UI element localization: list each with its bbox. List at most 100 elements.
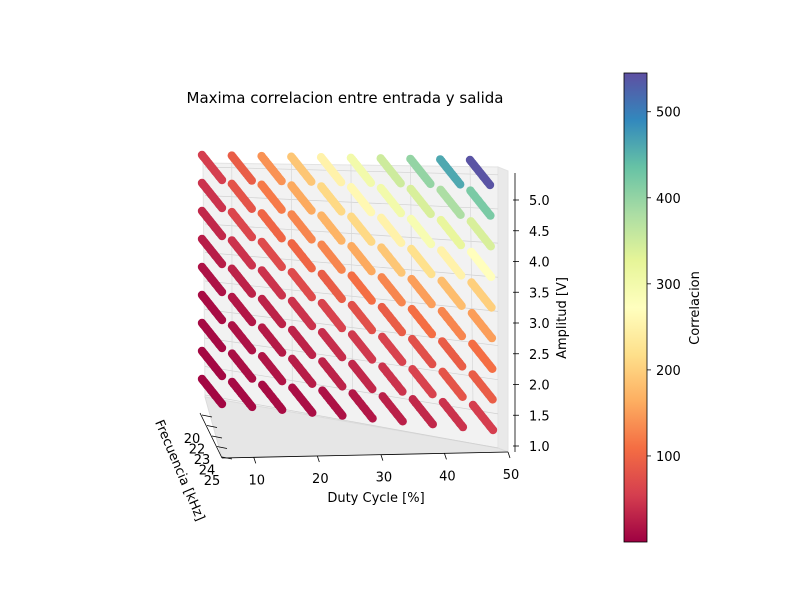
data-point bbox=[426, 239, 436, 249]
x-tick-mark bbox=[253, 457, 257, 464]
data-point bbox=[247, 289, 257, 298]
data-point bbox=[308, 408, 317, 417]
data-point bbox=[367, 267, 376, 276]
gridline bbox=[204, 309, 499, 346]
z-tick-label: 4.5 bbox=[529, 225, 550, 240]
data-point bbox=[247, 261, 257, 270]
data-point bbox=[427, 329, 437, 339]
data-point bbox=[457, 301, 466, 310]
data-point bbox=[277, 319, 287, 329]
data-point bbox=[427, 299, 436, 309]
x-axis-ticks: 10 20 30 40 50 bbox=[249, 451, 520, 488]
data-point bbox=[427, 269, 436, 279]
data-point bbox=[247, 402, 257, 412]
gridline bbox=[204, 337, 499, 381]
colorbar-label: Correlacion bbox=[688, 271, 703, 345]
data-point bbox=[426, 179, 435, 189]
data-point bbox=[458, 422, 468, 432]
x-tick-label: 30 bbox=[376, 471, 393, 486]
y-axis-line bbox=[199, 412, 223, 459]
data-point bbox=[486, 211, 495, 220]
data-point bbox=[366, 208, 376, 217]
data-point bbox=[277, 176, 286, 186]
data-point bbox=[428, 390, 437, 399]
data-point bbox=[337, 294, 346, 304]
x-tick-label: 10 bbox=[249, 473, 266, 488]
y-tick-label: 25 bbox=[204, 474, 221, 489]
data-point bbox=[277, 377, 287, 386]
x-axis-line bbox=[221, 451, 509, 459]
z-tick-label: 2.5 bbox=[529, 348, 550, 363]
data-point bbox=[247, 232, 257, 242]
data-point bbox=[458, 362, 467, 371]
data-point bbox=[337, 323, 347, 333]
y-tick-mark bbox=[216, 446, 228, 449]
data-point bbox=[277, 291, 287, 300]
y-tick-label: 20 bbox=[184, 432, 201, 447]
data-point bbox=[337, 207, 346, 216]
data-point bbox=[367, 296, 376, 305]
x-tick-label: 20 bbox=[312, 472, 329, 487]
data-point bbox=[307, 293, 316, 302]
data-point bbox=[217, 399, 227, 409]
colorbar-tick-label: 500 bbox=[656, 106, 681, 121]
data-point bbox=[488, 425, 498, 435]
data-point bbox=[456, 240, 466, 250]
x-tick-mark bbox=[316, 455, 320, 463]
data-point bbox=[307, 350, 317, 360]
data-point bbox=[337, 265, 346, 274]
data-point bbox=[428, 420, 437, 429]
colorbar-tick-label: 400 bbox=[656, 192, 681, 207]
data-point bbox=[217, 259, 227, 269]
data-point bbox=[488, 395, 497, 404]
z-axis-label: Amplitud [V] bbox=[555, 277, 570, 359]
colorbar-tick-label: 100 bbox=[656, 450, 681, 465]
data-point bbox=[367, 325, 377, 335]
x-tick-label: 40 bbox=[439, 469, 456, 484]
data-point bbox=[217, 287, 227, 297]
y-tick-label: 24 bbox=[199, 464, 216, 479]
gridline bbox=[204, 280, 499, 312]
data-point bbox=[277, 262, 286, 272]
z-tick-label: 5.0 bbox=[529, 194, 550, 209]
data-point bbox=[247, 204, 256, 213]
data-point bbox=[247, 317, 257, 327]
z-tick-label: 3.0 bbox=[529, 317, 550, 332]
data-point bbox=[247, 346, 257, 355]
data-point bbox=[397, 298, 406, 307]
z-tick-label: 3.5 bbox=[529, 286, 550, 301]
chart-title: Maxima correlacion entre entrada y salid… bbox=[187, 89, 504, 107]
x-tick-mark bbox=[507, 451, 511, 459]
y-tick-mark bbox=[206, 425, 218, 428]
data-point bbox=[338, 382, 347, 391]
data-point bbox=[217, 203, 227, 213]
z-axis-ticks: 1.0 1.5 2.0 2.5 3.0 3.5 4.0 4.5 5.0 bbox=[513, 194, 550, 455]
data-point bbox=[277, 234, 286, 243]
data-point bbox=[397, 268, 406, 277]
data-point bbox=[336, 178, 346, 187]
data-point bbox=[396, 208, 406, 218]
data-point bbox=[486, 272, 496, 282]
data-point bbox=[338, 411, 347, 420]
data-point bbox=[247, 374, 257, 383]
data-point bbox=[367, 237, 376, 246]
side-pane bbox=[497, 166, 509, 453]
colorbar-tick-label: 300 bbox=[656, 278, 681, 293]
data-point bbox=[278, 405, 287, 414]
data-point bbox=[428, 359, 437, 369]
x-tick-label: 50 bbox=[503, 468, 520, 483]
data-point bbox=[367, 355, 377, 364]
y-tick-label: 22 bbox=[189, 443, 206, 458]
data-point bbox=[396, 179, 405, 188]
data-point bbox=[337, 236, 346, 245]
colorbar-tick-label: 200 bbox=[656, 364, 681, 379]
data-point bbox=[307, 321, 317, 331]
data-point bbox=[456, 210, 465, 219]
x-tick-mark bbox=[380, 454, 384, 461]
data-point bbox=[307, 177, 316, 186]
y-tick-mark bbox=[211, 435, 223, 439]
data-point bbox=[488, 364, 497, 373]
data-point bbox=[217, 343, 227, 353]
data-point bbox=[337, 353, 347, 362]
